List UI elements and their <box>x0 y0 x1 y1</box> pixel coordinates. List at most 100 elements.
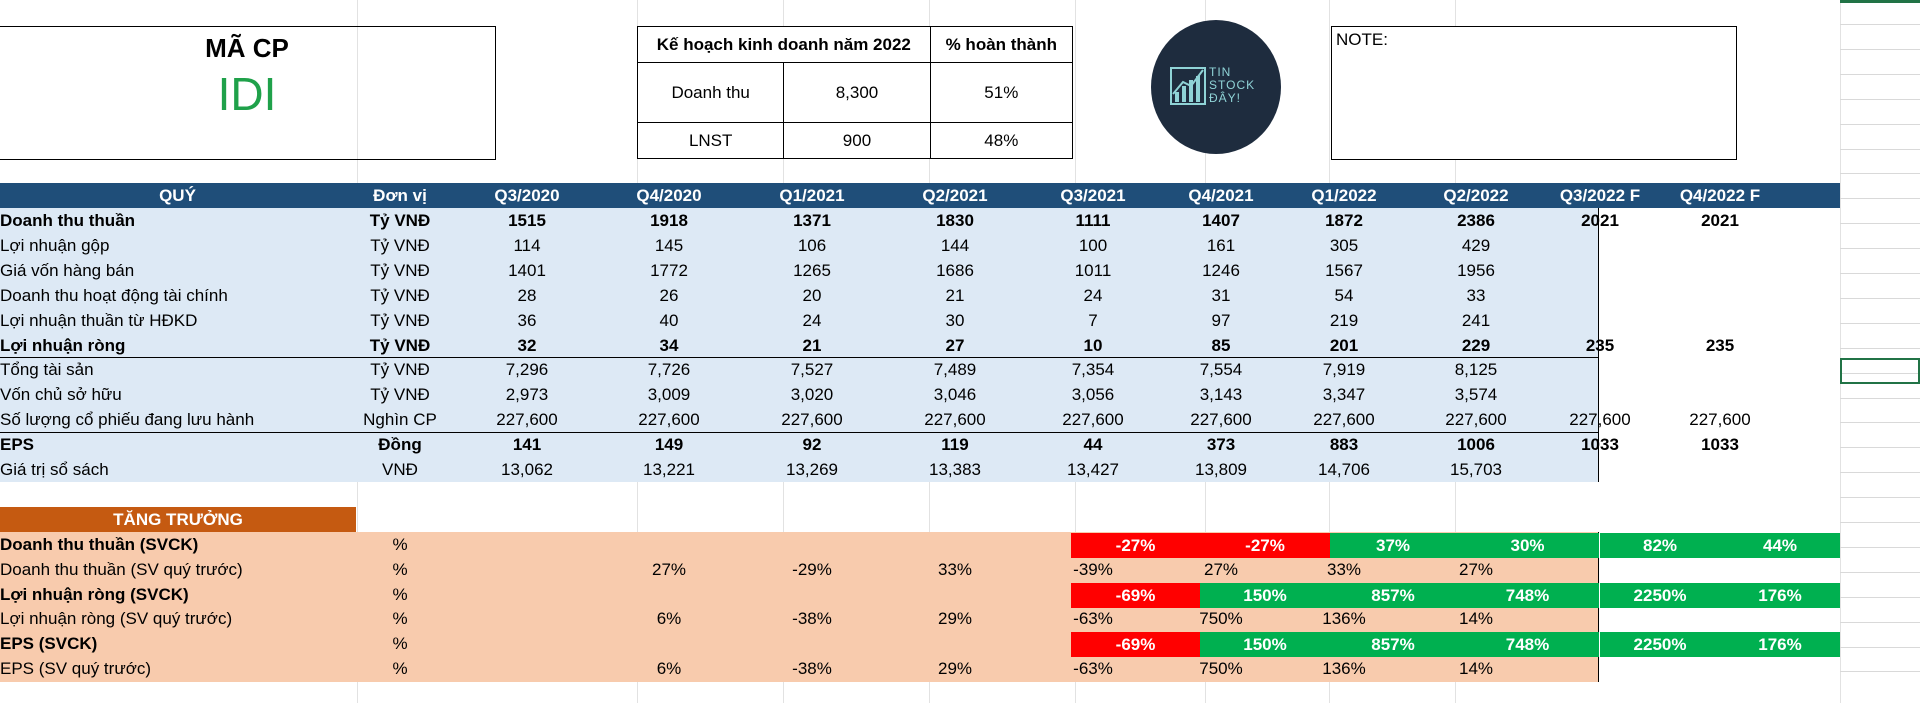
growth-title-bg <box>0 507 356 532</box>
forecast-cell: 2021 <box>1701 211 1739 230</box>
growth-cell: -63% <box>1073 659 1113 678</box>
table-cell: 144 <box>940 235 970 255</box>
table-cell: 100 <box>1078 235 1108 255</box>
growth-cell: 6% <box>656 659 682 678</box>
row-separator <box>0 357 1599 358</box>
grid-line <box>1840 24 1920 25</box>
grid-line <box>1840 98 1920 100</box>
row-label: Tổng tài sản <box>0 360 94 380</box>
table-cell: 145 <box>654 235 684 255</box>
row-unit: Tỷ VNĐ <box>369 335 431 355</box>
table-cell: 1830 <box>936 211 974 230</box>
row-unit: Tỷ VNĐ <box>370 385 430 405</box>
table-cell: 20 <box>802 285 822 305</box>
table-cell: 3,143 <box>1199 385 1243 405</box>
business-plan-table-wrapper: Kế hoạch kinh doanh năm 2022 % hoàn thàn… <box>636 26 1074 159</box>
ticker-code: IDI <box>217 68 277 120</box>
table-cell: 2386 <box>1457 211 1495 230</box>
table-cell: 34 <box>659 335 679 355</box>
table-cell: 229 <box>1461 335 1491 355</box>
growth-row-label: Lợi nhuận ròng (SV quý trước) <box>0 609 233 629</box>
grid-line <box>1840 198 1920 200</box>
grid-line <box>1840 123 1920 125</box>
table-cell: 227,600 <box>1190 410 1252 430</box>
grid-line <box>1840 248 1920 250</box>
table-cell: 13,809 <box>1195 460 1247 479</box>
table-cell: 227,600 <box>781 410 843 430</box>
forecast-cell: 235 <box>1705 335 1735 355</box>
table-cell: 227,600 <box>496 410 558 430</box>
growth-cell: -29% <box>792 559 832 579</box>
growth-cell: 29% <box>937 659 973 678</box>
row-unit: Nghìn CP <box>363 410 437 430</box>
header-quarter-col: Q1/2021 <box>779 186 845 205</box>
grid-line <box>1840 422 1920 424</box>
selected-cell[interactable] <box>1840 358 1920 384</box>
table-cell: 2,973 <box>505 385 549 405</box>
growth-cell: 33% <box>937 559 973 579</box>
table-cell: 3,046 <box>933 385 977 405</box>
growth-row-unit: % <box>392 609 408 629</box>
table-cell: 241 <box>1461 310 1491 330</box>
growth-cell: 857% <box>1330 632 1456 658</box>
plan-row-value: 900 <box>783 122 931 159</box>
growth-row-label: EPS (SV quý trước) <box>0 659 152 678</box>
table-cell: 1772 <box>650 260 688 280</box>
grid-line <box>1840 48 1920 50</box>
row-unit: VNĐ <box>382 460 418 479</box>
growth-row-unit: % <box>392 584 408 604</box>
table-cell: 13,427 <box>1067 460 1119 479</box>
table-cell: 21 <box>802 335 822 355</box>
table-cell: 1246 <box>1202 260 1240 280</box>
table-cell: 1686 <box>936 260 974 280</box>
bar-chart-up-icon <box>1170 67 1206 105</box>
row-label: EPS <box>0 435 35 455</box>
row-label: Doanh thu hoạt động tài chính <box>0 285 228 305</box>
growth-cell: 29% <box>937 609 973 629</box>
row-label: Giá vốn hàng bán <box>0 260 135 280</box>
table-cell: 7,919 <box>1322 360 1366 380</box>
growth-cell: 136% <box>1322 609 1366 629</box>
growth-cell: -69% <box>1071 582 1200 608</box>
grid-line <box>1840 322 1920 324</box>
header-quarter-col: Q1/2022 <box>1311 186 1377 205</box>
table-cell: 1567 <box>1325 260 1363 280</box>
table-cell: 141 <box>512 435 542 455</box>
table-cell: 7,489 <box>933 360 977 380</box>
table-cell: 27 <box>945 335 965 355</box>
table-cell: 201 <box>1329 335 1359 355</box>
table-cell: 24 <box>802 310 822 330</box>
table-cell: 30 <box>945 310 965 330</box>
note-box[interactable]: NOTE: <box>1331 26 1737 160</box>
grid-line <box>1840 173 1920 175</box>
grid-line <box>1840 148 1920 150</box>
business-plan-table: Kế hoạch kinh doanh năm 2022 % hoàn thàn… <box>636 26 1074 159</box>
grid-line <box>1840 73 1920 75</box>
table-cell: 26 <box>659 285 679 305</box>
growth-forecast-cell: 82% <box>1600 533 1720 558</box>
table-cell: 227,600 <box>1313 410 1375 430</box>
growth-forecast-cell: 176% <box>1720 582 1840 608</box>
forecast-cell: 227,600 <box>1689 410 1751 430</box>
grid-line <box>1840 273 1920 274</box>
row-label: Lợi nhuận thuần từ HĐKD <box>0 310 198 330</box>
header-quarter-col: Q3/2021 <box>1060 186 1126 205</box>
table-cell: 227,600 <box>1445 410 1507 430</box>
plan-header: Kế hoạch kinh doanh năm 2022 <box>637 26 931 63</box>
grid-line <box>1840 447 1920 449</box>
growth-cell: 750% <box>1199 659 1243 678</box>
table-cell: 31 <box>1211 285 1231 305</box>
forecast-cell: 227,600 <box>1569 410 1631 430</box>
growth-cell: 748% <box>1456 632 1599 658</box>
table-cell: 1407 <box>1202 211 1240 230</box>
table-cell: 7 <box>1088 310 1098 330</box>
table-cell: 1006 <box>1457 435 1495 455</box>
top-green-bar <box>1840 0 1920 3</box>
grid-line <box>1840 621 1920 623</box>
growth-cell: 14% <box>1458 659 1494 678</box>
pct-header: % hoàn thành <box>929 26 1074 63</box>
grid-line <box>1840 0 1841 703</box>
tinstock-logo: TIN STOCK ĐÂY! <box>1151 20 1281 154</box>
growth-row-unit: % <box>392 559 408 579</box>
table-cell: 28 <box>517 285 537 305</box>
